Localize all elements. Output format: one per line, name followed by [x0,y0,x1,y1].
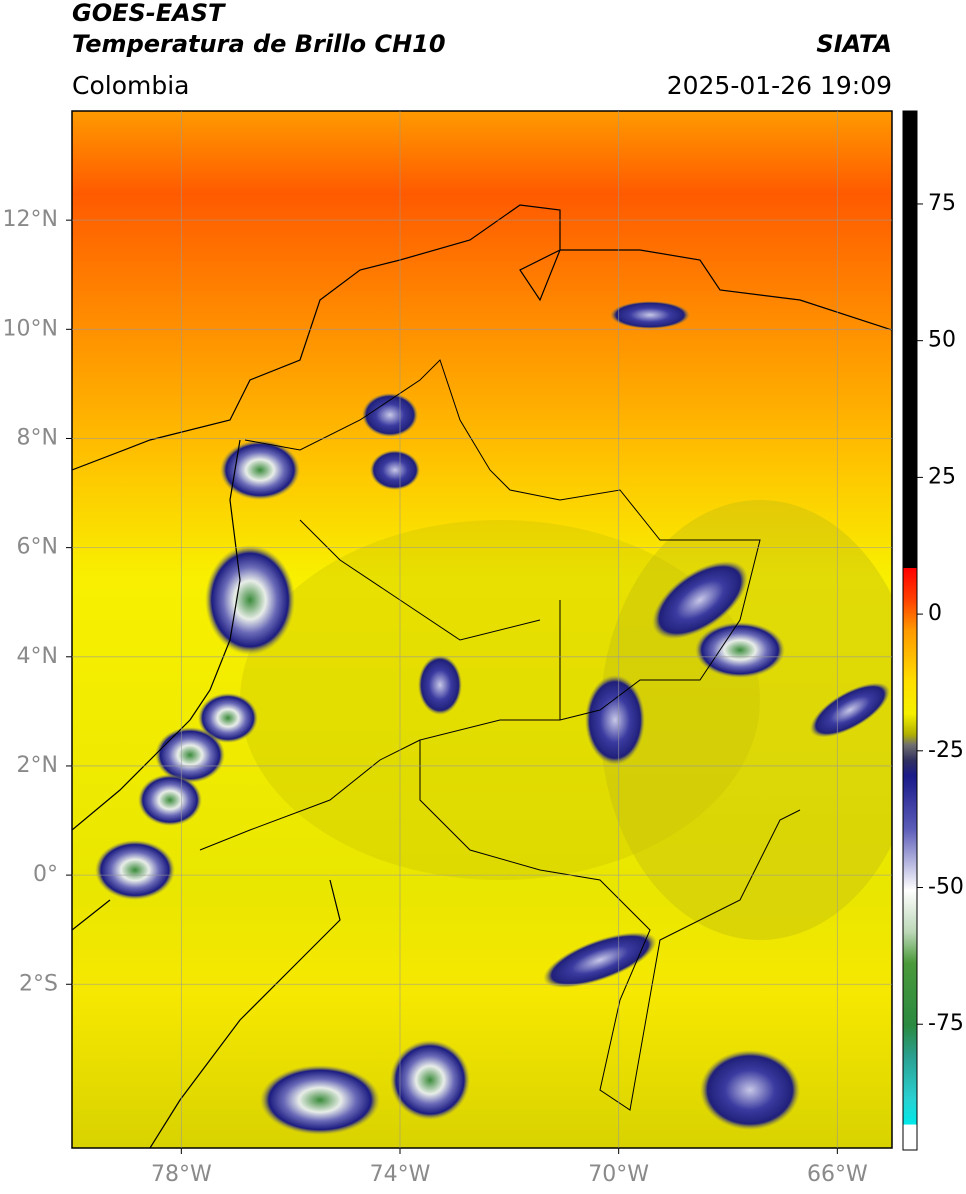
x-tick-label: 78°W [151,1162,212,1187]
y-tick-label: 0° [33,862,58,887]
colorbar-tick-label: 75 [928,191,956,216]
y-tick-label: 4°N [17,644,58,669]
colorbar-tick-label: -25 [928,738,964,763]
map-image [72,111,892,1148]
colorbar-tick-label: -75 [928,1011,964,1036]
y-tick-label: 2°S [19,971,58,996]
source: SIATA [816,30,892,58]
subtitle: Temperatura de Brillo CH10 [72,30,446,58]
map-frame [71,110,893,1149]
y-tick-label: 8°N [17,425,58,450]
colorbar-tick-label: 25 [928,464,956,489]
colorbar [902,110,918,1151]
y-tick-label: 10°N [3,316,58,341]
x-tick-label: 70°W [588,1162,649,1187]
y-tick-label: 2°N [17,753,58,778]
x-tick-label: 66°W [807,1162,868,1187]
colorbar-tick-label: -50 [928,875,964,900]
y-tick-label: 6°N [17,535,58,560]
colorbar-tick-label: 0 [928,601,942,626]
x-tick-label: 74°W [370,1162,431,1187]
region: Colombia [72,71,189,100]
title: GOES-EAST [72,0,226,27]
colorbar-tick-label: 50 [928,328,956,353]
y-tick-label: 12°N [3,207,58,232]
datetime: 2025-01-26 19:09 [667,71,892,100]
